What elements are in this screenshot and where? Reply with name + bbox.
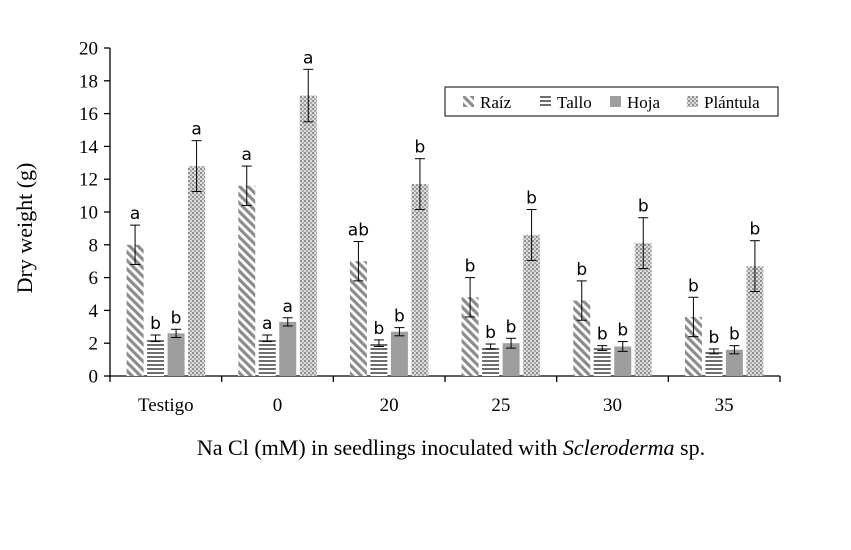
y-axis: 0 2 4 6 8 10 12 14 16 18 20: [79, 39, 111, 388]
data-label: a: [242, 145, 252, 165]
x-axis-label-italic: Scleroderma: [563, 435, 675, 460]
x-axis-label: Na Cl (mM) in seedlings inoculated with …: [197, 435, 705, 460]
y-tick-label: 6: [89, 268, 99, 289]
data-label: a: [283, 297, 293, 317]
x-axis-label-part: sp.: [675, 435, 706, 460]
data-label: b: [171, 308, 182, 328]
bar: [299, 95, 317, 376]
y-tick-label: 18: [79, 71, 98, 92]
bar: [279, 321, 297, 376]
legend-swatch: [540, 96, 551, 107]
bar: [238, 185, 256, 376]
x-tick-label: 0: [273, 395, 283, 416]
bar: [573, 300, 591, 376]
data-label: b: [750, 220, 761, 240]
bar: [147, 338, 165, 376]
y-tick-label: 14: [79, 137, 99, 158]
bar: [523, 234, 541, 376]
y-tick-label: 0: [89, 367, 99, 388]
data-label: b: [150, 314, 161, 334]
data-label: b: [415, 138, 426, 158]
x-tick-label: 35: [715, 395, 734, 416]
data-label: b: [709, 328, 720, 348]
bar: [746, 266, 764, 376]
y-tick-label: 2: [89, 334, 99, 355]
bar: [634, 243, 652, 376]
x-axis: Testigo 0 20 25 30 35: [109, 375, 781, 416]
data-label: b: [729, 325, 740, 345]
y-tick-label: 10: [79, 203, 98, 224]
legend-box: [444, 86, 779, 117]
data-label: a: [191, 120, 201, 140]
x-tick-label: 30: [603, 395, 622, 416]
bar: [593, 348, 611, 376]
data-label: a: [130, 204, 140, 224]
data-label: b: [506, 317, 517, 337]
y-tick-label: 16: [79, 104, 98, 125]
bar: [725, 349, 743, 376]
x-axis-label-part: Na Cl (mM) in seedlings inoculated with: [197, 435, 563, 460]
data-label: b: [485, 323, 496, 343]
x-tick-label: 25: [491, 395, 510, 416]
y-tick-label: 8: [89, 235, 99, 256]
data-label: b: [465, 257, 476, 277]
data-label: a: [262, 314, 272, 334]
x-tick-label: 20: [380, 395, 399, 416]
y-axis-label: Dry weight (g): [12, 163, 37, 294]
bar: [349, 261, 367, 376]
bar: [482, 346, 500, 376]
legend-entry: Hoja: [627, 93, 661, 112]
data-label: ab: [348, 221, 369, 241]
bar: [126, 244, 144, 376]
y-tick-label: 20: [79, 39, 98, 60]
legend-swatch: [463, 96, 474, 107]
data-label: b: [638, 197, 649, 217]
data-label: b: [617, 321, 628, 341]
y-tick-label: 12: [79, 170, 98, 191]
data-label: b: [688, 276, 699, 296]
data-label: b: [576, 260, 587, 280]
data-label: b: [526, 189, 537, 209]
data-label: b: [394, 307, 405, 327]
bar: [614, 346, 632, 376]
bar: [684, 316, 702, 376]
legend-entry: Tallo: [557, 93, 592, 112]
bar: [188, 166, 206, 376]
y-tick-label: 4: [89, 301, 99, 322]
legend-swatch: [610, 96, 621, 107]
legend-entry: Raíz: [480, 93, 512, 112]
bar: [370, 343, 388, 376]
bar: [258, 338, 276, 376]
bar: [705, 351, 723, 376]
legend-entry: Plántula: [704, 93, 760, 112]
bar: [390, 331, 408, 376]
legend-swatch: [687, 96, 698, 107]
x-tick-label: Testigo: [138, 395, 194, 416]
data-label: b: [374, 319, 385, 339]
data-label: a: [303, 48, 313, 68]
data-label: b: [597, 325, 608, 345]
bar: [411, 184, 429, 376]
legend: Raíz Tallo Hoja Plántula: [444, 86, 779, 117]
bar: [502, 343, 520, 376]
bar: [167, 333, 185, 376]
